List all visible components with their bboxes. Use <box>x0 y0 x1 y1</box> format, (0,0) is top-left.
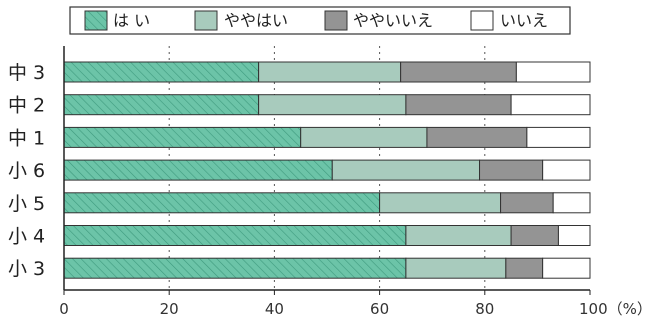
bar-segment <box>405 225 512 246</box>
bar-segment <box>542 159 591 181</box>
bar-segment <box>258 94 407 116</box>
bar-segment <box>63 126 302 148</box>
x-tick-label: 100（%） <box>579 300 646 318</box>
category-label: 小 5 <box>8 193 45 215</box>
legend-label: ややはい <box>224 11 288 30</box>
bar-segment <box>526 126 591 148</box>
x-tick-label: 40 <box>265 300 284 318</box>
legend-swatch <box>324 10 348 31</box>
bar-segment <box>515 61 591 83</box>
category-label: 中 3 <box>8 62 45 84</box>
category-label: 小 6 <box>8 160 45 182</box>
bar-segment <box>63 61 260 83</box>
legend-swatch <box>84 10 108 31</box>
bar-segment <box>63 192 381 214</box>
bar-segment <box>552 192 591 214</box>
x-tick-label: 80 <box>475 300 494 318</box>
x-tick-label: 0 <box>59 300 69 318</box>
bar-segment <box>300 126 428 148</box>
bar-segment <box>500 192 554 214</box>
category-label: 小 3 <box>8 258 45 280</box>
legend-swatch <box>194 10 218 31</box>
bar-segment <box>405 94 512 116</box>
bar-segment <box>505 257 544 279</box>
bar-segment <box>331 159 481 181</box>
bar-segment <box>542 257 591 279</box>
bar-segment <box>258 61 402 83</box>
bar-segment <box>63 159 333 181</box>
bar-segment <box>63 257 407 279</box>
legend-label: いいえ <box>500 11 548 30</box>
legend-label: は い <box>113 11 150 30</box>
bar-segment <box>379 192 502 214</box>
category-label: 小 4 <box>8 226 45 248</box>
x-tick-label: 20 <box>160 300 179 318</box>
bar-segment <box>426 126 528 148</box>
bar-segment <box>405 257 507 279</box>
bar-segment <box>510 94 591 116</box>
category-label: 中 1 <box>8 127 45 149</box>
legend: は い ややはい ややいいえ いいえ <box>69 6 571 35</box>
bar-segment <box>557 225 591 246</box>
category-label: 中 2 <box>8 95 45 117</box>
legend-label: ややいいえ <box>353 11 433 30</box>
bar-segment <box>63 94 260 116</box>
bar-segment <box>510 225 559 246</box>
bar-segment <box>479 159 544 181</box>
legend-swatch <box>470 10 494 31</box>
x-axis: 0 20 40 60 80 100（%） <box>59 289 646 318</box>
bar-segment <box>63 225 407 246</box>
bar-segment <box>400 61 517 83</box>
x-tick-label: 60 <box>370 300 389 318</box>
y-axis: 中 3 中 2 中 1 小 6 小 5 小 4 小 3 <box>8 46 65 290</box>
bars <box>63 61 591 279</box>
